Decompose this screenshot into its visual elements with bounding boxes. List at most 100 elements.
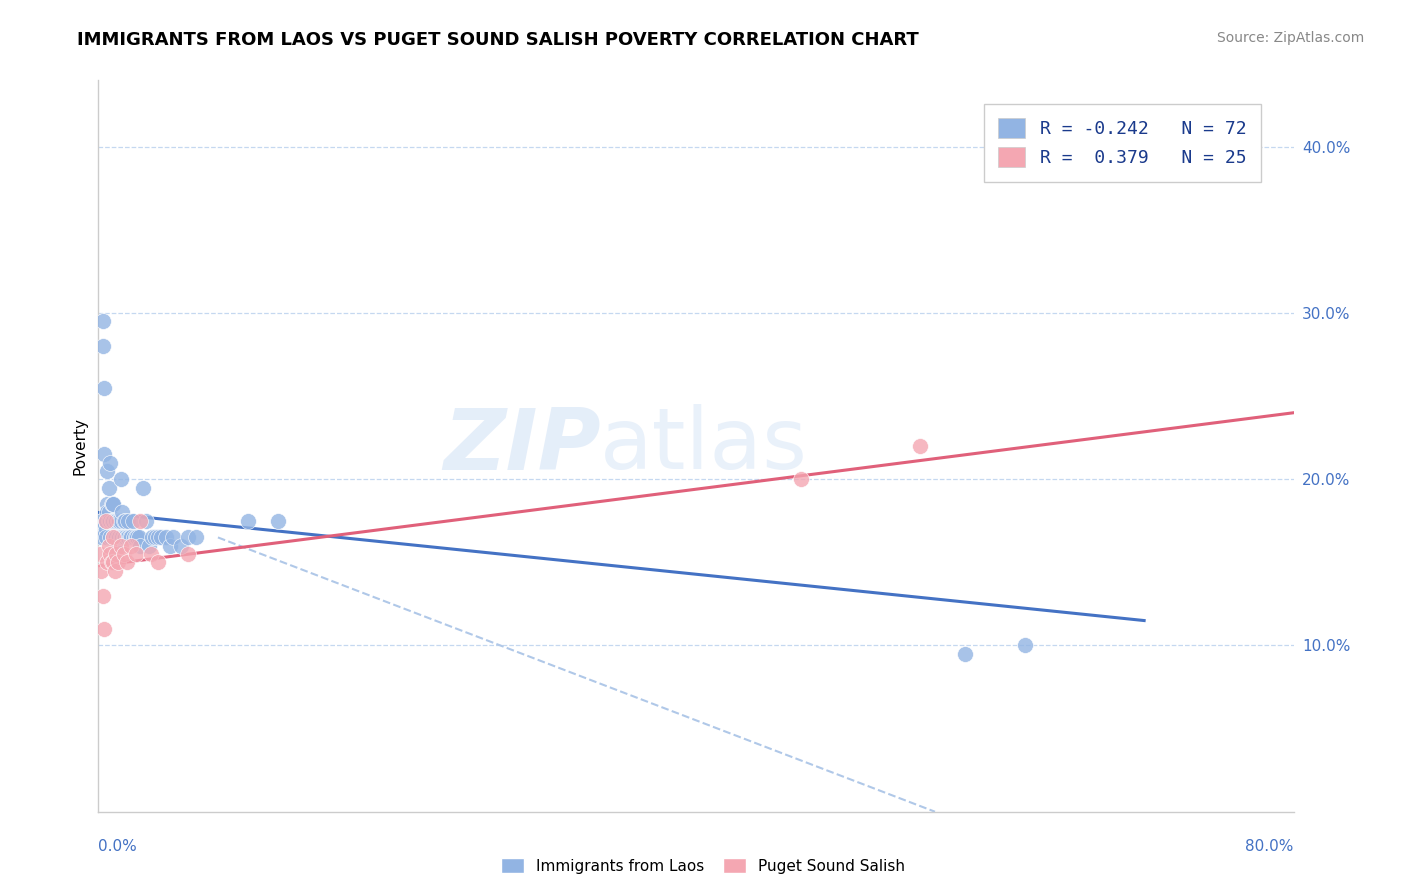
Point [953,647,976,661]
Legend: Immigrants from Laos, Puget Sound Salish: Immigrants from Laos, Puget Sound Salish [495,852,911,880]
Point [141,530,163,544]
Point [107,555,129,569]
Point [177,530,200,544]
Text: 0.0%: 0.0% [98,838,138,854]
Point [112,530,135,544]
Point [114,514,136,528]
Point [120,530,142,544]
Point [98,456,122,470]
Point [159,539,181,553]
Point [1014,639,1036,653]
Point [132,481,155,495]
Point [177,547,200,561]
Point [108,530,131,544]
Point [150,530,173,544]
Point [162,530,184,544]
Point [148,530,170,544]
Point [98,530,122,544]
Point [97,481,120,495]
Point [117,514,139,528]
Point [129,539,152,553]
Point [125,530,148,544]
Point [91,589,114,603]
Point [107,530,129,544]
Point [103,497,125,511]
Point [94,522,117,536]
Point [104,530,127,544]
Point [104,564,127,578]
Point [103,497,125,511]
Point [93,381,115,395]
Point [90,530,112,544]
Point [89,547,111,561]
Point [127,530,149,544]
Point [89,522,111,536]
Point [267,514,290,528]
Point [101,514,124,528]
Point [91,314,114,328]
Text: atlas: atlas [600,404,808,488]
Point [115,555,138,569]
Point [124,530,146,544]
Y-axis label: Poverty: Poverty [72,417,87,475]
Point [169,539,191,553]
Point [110,514,132,528]
Point [110,539,132,553]
Point [105,547,128,561]
Point [104,514,127,528]
Point [117,530,139,544]
Point [96,555,118,569]
Text: Source: ZipAtlas.com: Source: ZipAtlas.com [1216,31,1364,45]
Point [107,539,129,553]
Point [97,514,120,528]
Point [143,530,166,544]
Point [103,555,125,569]
Point [96,497,118,511]
Point [908,439,931,453]
Point [91,339,114,353]
Point [93,447,115,461]
Point [184,530,207,544]
Point [125,547,148,561]
Text: 80.0%: 80.0% [1246,838,1294,854]
Point [110,530,132,544]
Point [111,530,134,544]
Point [129,514,152,528]
Point [96,506,118,520]
Point [111,506,134,520]
Point [789,472,811,486]
Point [112,514,135,528]
Point [155,530,177,544]
Legend: R = -0.242   N = 72, R =  0.379   N = 25: R = -0.242 N = 72, R = 0.379 N = 25 [984,104,1261,182]
Point [135,514,157,528]
Point [103,530,125,544]
Point [101,514,124,528]
Point [96,464,118,478]
Point [107,514,129,528]
Text: ZIP: ZIP [443,404,600,488]
Point [148,555,170,569]
Point [90,564,112,578]
Point [236,514,259,528]
Point [114,530,136,544]
Point [110,472,132,486]
Point [90,514,112,528]
Point [115,530,138,544]
Point [97,506,120,520]
Point [93,622,115,636]
Point [120,539,142,553]
Point [97,539,120,553]
Point [101,555,124,569]
Point [103,530,125,544]
Point [103,514,125,528]
Point [98,547,122,561]
Point [128,530,150,544]
Point [105,514,128,528]
Point [94,530,117,544]
Point [138,539,160,553]
Point [108,514,131,528]
Point [118,530,141,544]
Point [101,497,124,511]
Point [112,547,135,561]
Point [105,530,128,544]
